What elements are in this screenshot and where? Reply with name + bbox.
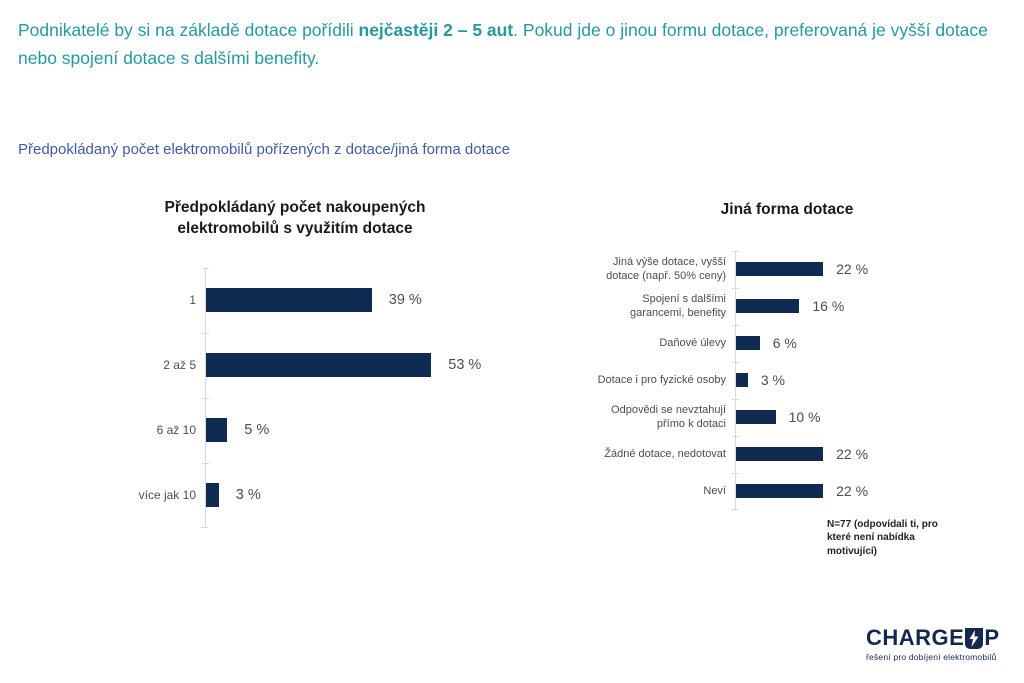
headline-text: Podnikatelé by si na základě dotace poří… [18, 16, 1010, 72]
value-label: 16 % [812, 298, 845, 315]
purchase-count-chart: Předpokládaný počet nakoupených elektrom… [40, 198, 520, 528]
bar-track: 22 % [732, 435, 868, 473]
bar-track: 53 % [202, 332, 481, 398]
chart-row: Neví 22 % [590, 472, 1010, 510]
value-label: 22 % [836, 446, 869, 463]
bar [736, 262, 824, 277]
category-label: 6 až 10 [156, 423, 196, 438]
category-label: Spojení s dalšími garancemi, benefity [630, 292, 726, 320]
chart-row: Daňové úlevy 6 % [590, 324, 1010, 362]
bar-track: 3 % [202, 462, 461, 528]
category-label: Odpovědi se nevztahují přímo k dotaci [611, 403, 726, 431]
chart-row: 1 39 % [40, 267, 520, 333]
lightning-bolt-u-icon [964, 627, 984, 649]
category-label: více jak 10 [138, 488, 196, 503]
category-label: Jiná výše dotace, vyšší dotace (např. 50… [606, 255, 726, 283]
category-label: Dotace i pro fyzické osoby [597, 374, 726, 387]
logo-brand-part1: CHARGE [866, 625, 965, 650]
bar-track: 3 % [732, 361, 835, 399]
bar [206, 418, 228, 443]
bar-track: 10 % [732, 398, 835, 436]
chart-row: Jiná výše dotace, vyšší dotace (např. 50… [590, 250, 1010, 288]
chart-row: Dotace i pro fyzické osoby 3 % [590, 361, 1010, 399]
logo-brand-part2: P [984, 625, 1000, 650]
value-label: 3 % [760, 372, 785, 389]
bar [736, 447, 824, 462]
category-label: 1 [189, 293, 196, 308]
value-label: 22 % [836, 483, 869, 500]
value-label: 3 % [235, 487, 261, 504]
bar-track: 5 % [202, 397, 461, 463]
value-label: 22 % [836, 261, 869, 278]
other-subsidy-form-chart: Jiná forma dotace Jiná výše dotace, vyšš… [590, 200, 1010, 558]
chart-plot-area: Jiná výše dotace, vyšší dotace (např. 50… [590, 250, 1010, 510]
value-label: 6 % [772, 335, 797, 352]
chart-title: Jiná forma dotace [720, 201, 854, 218]
bar-track: 22 % [732, 472, 868, 510]
bar [206, 483, 219, 508]
bar [736, 336, 760, 351]
category-label: 2 až 5 [163, 358, 196, 373]
sample-size-note: N=77 (odpovídali ti, pro které není nabí… [827, 518, 938, 557]
headline-part2: . Pokud jde o jinou formu dotace, prefer… [18, 20, 988, 68]
section-subtitle: Předpokládaný počet elektromobilů poříze… [18, 141, 510, 158]
chart-row: Odpovědi se nevztahují přímo k dotaci 10 … [590, 398, 1010, 436]
value-label: 5 % [244, 422, 270, 439]
category-label: Žádné dotace, nedotovat [604, 448, 726, 461]
chart-row: Spojení s dalšími garancemi, benefity 16 … [590, 287, 1010, 325]
chart-title: Předpokládaný počet nakoupených elektrom… [164, 199, 426, 237]
bar [736, 299, 800, 314]
logo-tagline: řešení pro dobíjení elektromobilů [866, 652, 997, 662]
value-label: 10 % [788, 409, 821, 426]
category-label: Neví [703, 485, 726, 498]
bar [736, 410, 776, 425]
chart-row: 6 až 10 5 % [40, 397, 520, 463]
chart-plot-area: 1 39 % 2 až 5 53 % 6 až 10 5 % více jak 10 3 % [40, 267, 520, 528]
bar-track: 22 % [732, 250, 868, 288]
headline-part1: Podnikatelé by si na základě dotace poří… [18, 20, 359, 40]
chart-row: Žádné dotace, nedotovat 22 % [590, 435, 1010, 473]
value-label: 53 % [448, 357, 482, 374]
chargeup-logo: CHARGE P řešení pro dobíjení elektromobil… [866, 627, 1000, 663]
value-label: 39 % [388, 292, 422, 309]
bar-track: 6 % [732, 324, 835, 362]
bar [206, 353, 432, 378]
chart-row: více jak 10 3 % [40, 462, 520, 528]
headline-bold: nejčastěji 2 – 5 aut [358, 20, 514, 40]
bar-track: 16 % [732, 287, 844, 325]
category-label: Daňové úlevy [659, 337, 726, 350]
bar-track: 39 % [202, 267, 461, 333]
chart-row: 2 až 5 53 % [40, 332, 520, 398]
bar [736, 484, 824, 499]
bar [206, 288, 372, 313]
logo-brand: CHARGE P [866, 627, 1000, 649]
bar [736, 373, 748, 388]
